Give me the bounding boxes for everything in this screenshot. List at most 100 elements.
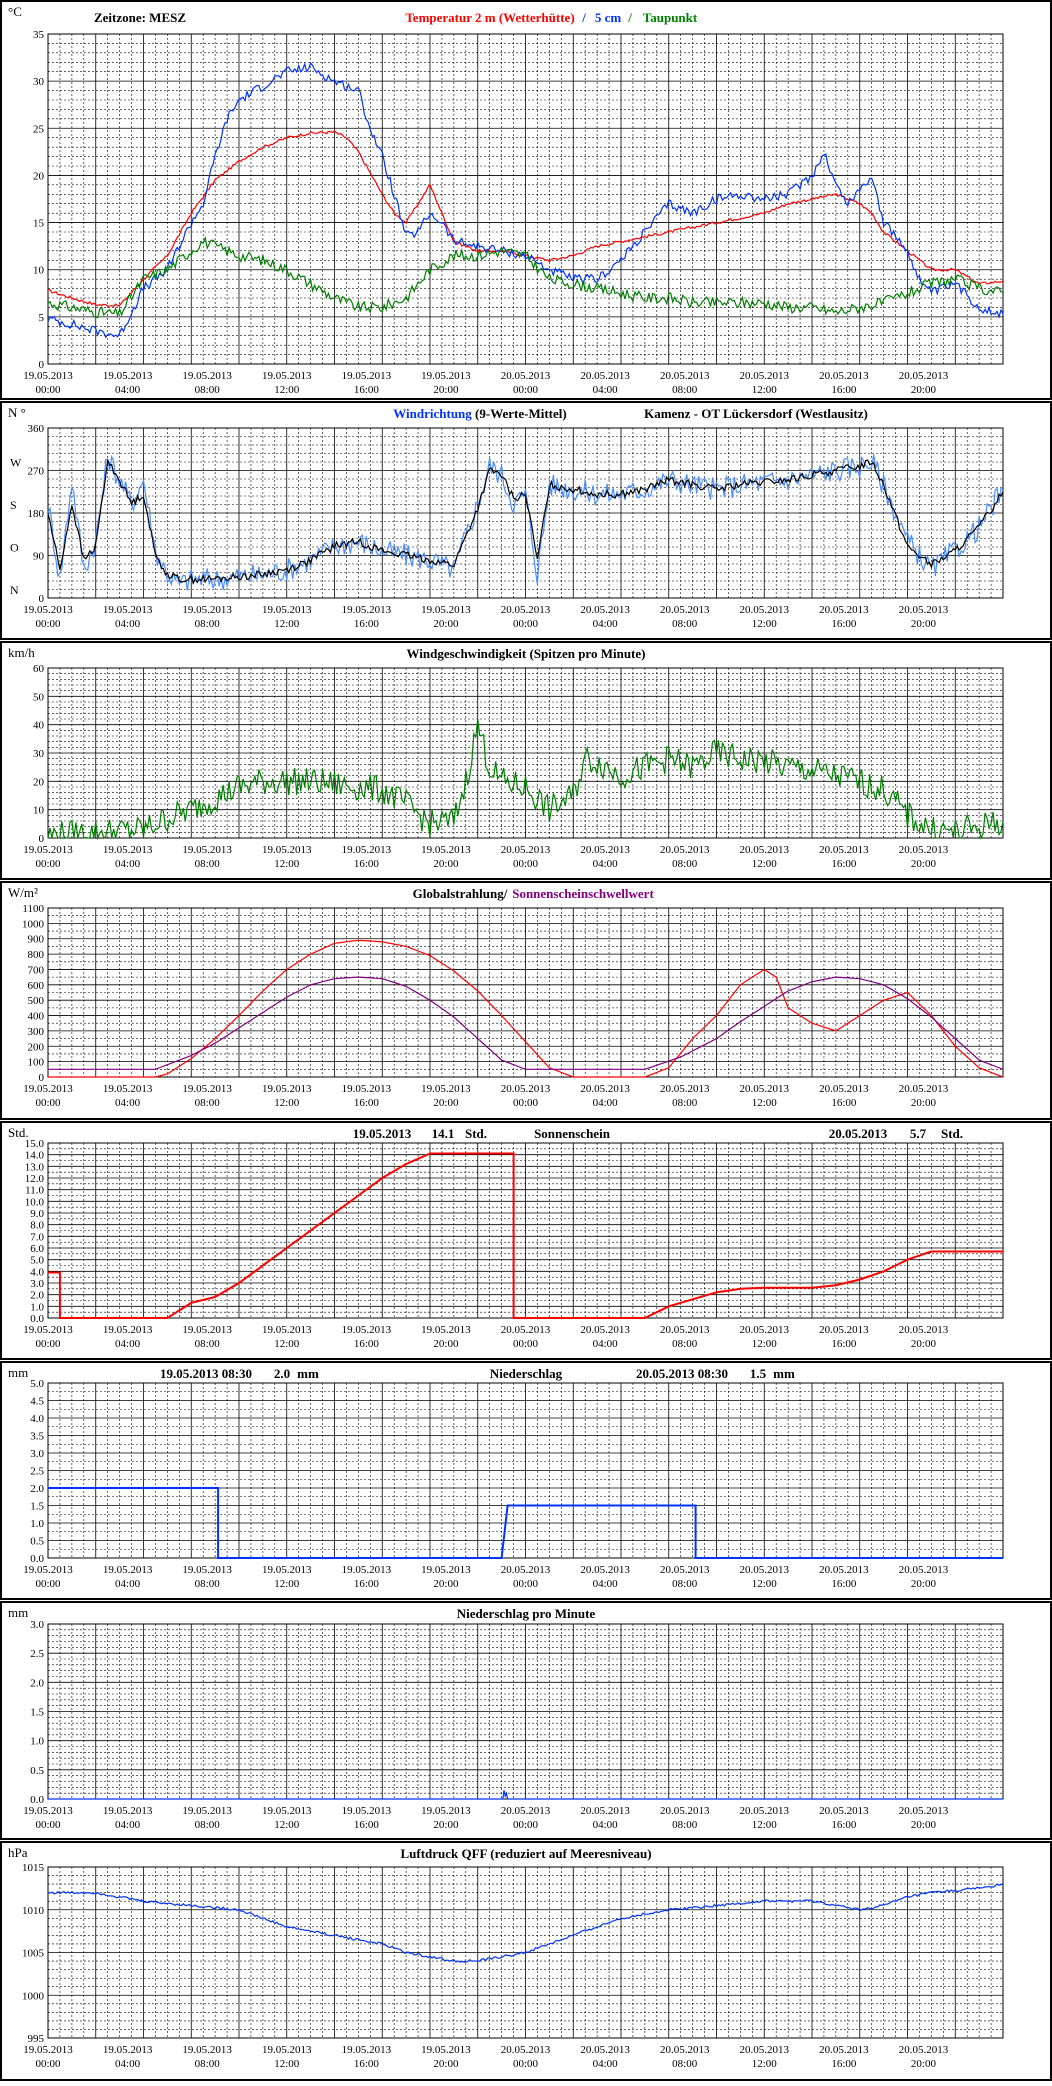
chart-header-text: Std.: [941, 1126, 963, 1141]
x-tick-time: 20:00: [911, 1819, 937, 1831]
x-tick-date: 19.05.2013: [103, 1083, 153, 1095]
y-tick-label: 20: [33, 170, 45, 182]
y-tick-label: 15: [33, 218, 45, 230]
plot-area-border: [47, 907, 1004, 1078]
y-tick-label: 5: [39, 312, 45, 324]
x-tick-time: 08:00: [195, 1819, 221, 1831]
x-tick-time: 04:00: [593, 858, 619, 870]
x-tick-time: 08:00: [195, 618, 221, 630]
series-line-sonnenscheinschwellwert: [48, 976, 1004, 1070]
x-tick-date: 20.05.2013: [899, 1083, 949, 1095]
x-tick-date: 20.05.2013: [501, 1083, 551, 1095]
x-tick-date: 20.05.2013: [501, 1564, 551, 1576]
x-tick-time: 00:00: [35, 2058, 61, 2070]
x-tick-time: 00:00: [35, 1338, 61, 1350]
x-tick-date: 20.05.2013: [819, 1083, 869, 1095]
x-tick-date: 20.05.2013: [660, 1083, 710, 1095]
y-tick-label: 1.5: [30, 1501, 44, 1513]
y-tick-label: 200: [28, 1041, 45, 1053]
x-tick-time: 12:00: [752, 1338, 778, 1350]
y-tick-label: 5.0: [30, 1255, 44, 1267]
series-line-luftdruck-qff: [47, 1883, 1004, 1963]
x-tick-time: 12:00: [752, 2058, 778, 2070]
y-tick-label: 0.0: [30, 1313, 44, 1325]
x-tick-time: 12:00: [752, 384, 778, 396]
x-tick-date: 19.05.2013: [103, 2044, 153, 2056]
y-tick-label: 1000: [22, 918, 45, 930]
chart-header-text: 2.0: [274, 1366, 290, 1381]
y-tick-label: 1000: [22, 1990, 45, 2002]
x-tick-time: 16:00: [831, 858, 857, 870]
x-tick-time: 08:00: [195, 2058, 221, 2070]
x-tick-time: 04:00: [593, 618, 619, 630]
x-tick-time: 20:00: [911, 384, 937, 396]
x-tick-date: 20.05.2013: [819, 1805, 869, 1817]
panel-frame: [0, 401, 1052, 640]
series-line-niederschlag: [48, 1487, 1003, 1559]
chart-header-text: Kamenz - OT Lückersdorf (Westlausitz): [644, 406, 868, 421]
y-tick-label: 7.0: [30, 1231, 44, 1243]
chart-panel-precip_minute: 0.0 0.5 1.0 1.5 2.0 2.5 3.0mm Niederschlag pro …: [0, 1601, 1052, 1840]
x-tick-date: 20.05.2013: [580, 1805, 630, 1817]
y-tick-label: 0.0: [30, 1553, 44, 1565]
chart-header-text: /: [627, 10, 632, 25]
y-tick-label: 0: [39, 833, 45, 845]
x-tick-date: 19.05.2013: [103, 1564, 153, 1576]
panel-frame: [0, 1841, 1052, 2081]
x-tick-date: 20.05.2013: [740, 370, 790, 382]
x-tick-time: 00:00: [513, 1819, 539, 1831]
y-tick-label: 1010: [22, 1905, 45, 1917]
x-tick-date: 19.05.2013: [103, 1324, 153, 1336]
x-tick-date: 19.05.2013: [421, 1564, 471, 1576]
y-tick-label: 2.5: [30, 1648, 44, 1660]
chart-header-text: Luftdruck QFF (reduziert auf Meeresnivea…: [400, 1846, 651, 1861]
x-tick-time: 04:00: [115, 1819, 141, 1831]
chart-panel-sunshine: 0.01.02.03.04.05.06.07.08.09.010.011.012…: [0, 1121, 1052, 1360]
x-tick-date: 19.05.2013: [23, 1324, 73, 1336]
x-tick-time: 04:00: [115, 1338, 141, 1350]
y-tick-label: 600: [28, 980, 45, 992]
x-tick-time: 08:00: [195, 1338, 221, 1350]
x-tick-time: 08:00: [672, 384, 698, 396]
y-tick-label: 60: [33, 663, 45, 675]
y-tick-label: 400: [28, 1011, 45, 1023]
y-tick-label: 100: [28, 1057, 45, 1069]
x-tick-time: 00:00: [35, 1819, 61, 1831]
y-tick-label: 900: [28, 934, 45, 946]
x-tick-time: 00:00: [35, 1578, 61, 1590]
x-tick-time: 00:00: [513, 858, 539, 870]
y-tick-label: 800: [28, 949, 45, 961]
chart-panel-radiation: 0 100 200 300 400 500 600 700 800 900 1000 1100 W/m²…: [0, 881, 1052, 1120]
x-tick-time: 04:00: [593, 1819, 619, 1831]
panel-frame: [0, 881, 1052, 1120]
y-tick-label: 0: [39, 1072, 45, 1084]
x-tick-date: 20.05.2013: [819, 1324, 869, 1336]
x-tick-date: 19.05.2013: [182, 370, 232, 382]
y-tick-label: 5.0: [30, 1378, 44, 1390]
x-tick-date: 19.05.2013: [23, 844, 73, 856]
x-tick-time: 20:00: [433, 858, 459, 870]
x-tick-date: 19.05.2013: [103, 844, 153, 856]
x-tick-date: 20.05.2013: [501, 1324, 551, 1336]
y-tick-label: 3.0: [30, 1278, 44, 1290]
chart-header-text: Taupunkt: [643, 10, 698, 25]
x-tick-time: 20:00: [433, 1578, 459, 1590]
x-tick-time: 00:00: [513, 1578, 539, 1590]
x-tick-date: 20.05.2013: [740, 1083, 790, 1095]
series-line-windrichtung-mittel: [47, 459, 1004, 585]
x-tick-date: 20.05.2013: [660, 370, 710, 382]
x-tick-time: 12:00: [752, 618, 778, 630]
series-line-niederschlag-pro-minute: [48, 1790, 1003, 1800]
y-unit-label: hPa: [8, 1845, 28, 1860]
x-tick-time: 04:00: [593, 1097, 619, 1109]
y-tick-label: 1100: [22, 903, 44, 915]
x-tick-date: 19.05.2013: [342, 370, 392, 382]
x-tick-time: 16:00: [831, 618, 857, 630]
chart-header-text: mm: [297, 1366, 319, 1381]
x-tick-date: 19.05.2013: [103, 604, 153, 616]
chart-header-text: Globalstrahlung/: [413, 886, 508, 901]
y-tick-label: 4.5: [30, 1396, 44, 1408]
y-tick-label: 1.0: [30, 1518, 44, 1530]
